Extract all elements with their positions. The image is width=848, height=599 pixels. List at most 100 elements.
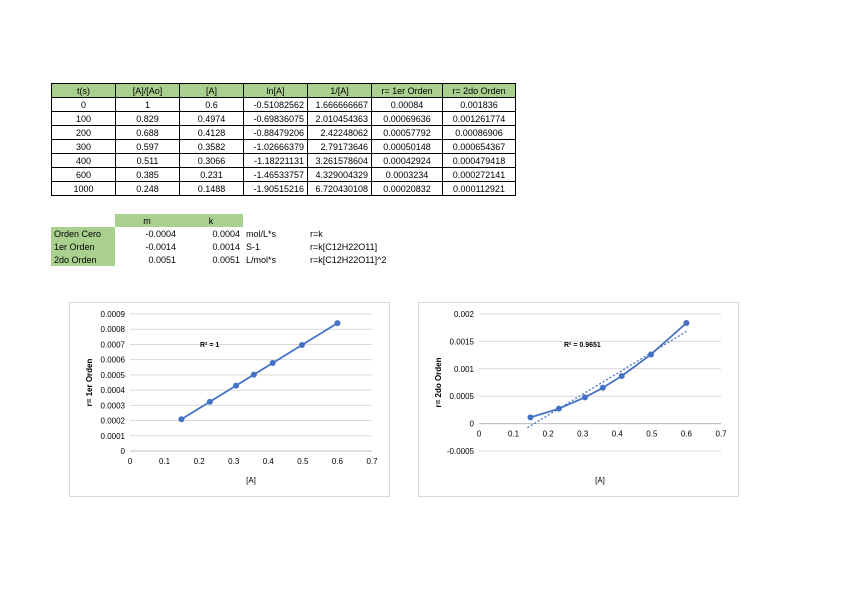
table-cell[interactable]: -0.88479206 [243,125,308,140]
table-cell[interactable]: 0.511 [115,153,180,168]
k-table-row: Orden Cero -0.0004 0.0004 mol/L*s r=k [51,227,393,240]
k-table-label-cell[interactable]: Orden Cero [51,227,115,240]
k-table-law-cell[interactable]: r=k[C12H22O11] [310,241,378,252]
first-order-chart-svg: 0 0.0001 0.0002 0.0003 0.0004 0.0005 0.0006 0.0… [85,310,378,485]
table-cell[interactable]: 2.010454363 [307,111,372,126]
table-cell[interactable]: 0.688 [115,125,180,140]
table-cell[interactable]: 6.720430108 [307,181,372,196]
x-tick-label: 0 [128,457,133,466]
data-point [298,341,305,348]
y-tick-label: -0.0005 [447,447,475,456]
table-cell[interactable]: 0.001836 [442,97,516,112]
table-cell[interactable]: 0.000479418 [442,153,516,168]
table-cell[interactable]: 0.3582 [179,139,244,154]
table-cell[interactable]: 2.42248062 [307,125,372,140]
table-row: 200 0.688 0.4128 -0.88479206 2.42248062 0.000… [51,125,516,140]
table-cell[interactable]: 0.000272141 [442,167,516,182]
table-cell[interactable]: 0.001261774 [442,111,516,126]
table-cell[interactable]: 0.00069636 [371,111,443,126]
table-cell[interactable]: 0.6 [179,97,244,112]
table-cell[interactable]: 0.1488 [179,181,244,196]
y-tick-label: 0.0009 [101,310,126,319]
table-cell[interactable]: 0.0003234 [371,167,443,182]
table-cell[interactable]: -1.90515216 [243,181,308,196]
table-cell[interactable]: 0.00042924 [371,153,443,168]
k-table-m-cell[interactable]: -0.0014 [145,241,176,252]
k-table-unit-cell[interactable]: L/mol*s [246,254,277,265]
table-cell[interactable]: 0.00084 [371,97,443,112]
k-table-m-cell[interactable]: -0.0004 [145,228,176,239]
header-r-second[interactable]: r= 2do Orden [442,83,516,98]
table-cell[interactable]: 600 [51,167,116,182]
header-m[interactable]: m [115,214,179,227]
k-table-unit-cell[interactable]: S-1 [246,241,261,252]
k-table-m-cell[interactable]: 0.0051 [148,254,176,265]
table-cell[interactable]: -0.51082562 [243,97,308,112]
k-table-k-cell[interactable]: 0.0004 [212,228,240,239]
data-point [581,394,588,401]
data-point [618,372,625,379]
table-cell[interactable]: 400 [51,153,116,168]
header-r-first[interactable]: r= 1er Orden [371,83,443,98]
table-cell[interactable]: -1.02666379 [243,139,308,154]
x-tick-label: 0.1 [159,457,171,466]
table-cell[interactable]: -1.46533757 [243,167,308,182]
table-cell[interactable]: 0.597 [115,139,180,154]
kinetics-data-table: t(s) [A]/[Ao] [A] ln[A] 1/[A] r= 1er Ord… [51,83,516,196]
data-point [206,398,213,405]
table-cell[interactable]: 1 [115,97,180,112]
table-cell[interactable]: 0.3066 [179,153,244,168]
table-cell[interactable]: 0.829 [115,111,180,126]
table-cell[interactable]: 0.00050148 [371,139,443,154]
table-cell[interactable]: 0.231 [179,167,244,182]
y-tick-label: 0.0001 [101,432,126,441]
x-tick-label: 0.7 [715,430,727,439]
y-tick-label: 0.0007 [101,340,126,349]
k-table-label-cell[interactable]: 2do Orden [51,253,115,266]
table-cell[interactable]: 1000 [51,181,116,196]
k-table-law-cell[interactable]: r=k [310,228,323,239]
k-table-law-cell[interactable]: r=k[C12H22O11]^2 [310,254,387,265]
table-cell[interactable]: 2.79173646 [307,139,372,154]
table-cell[interactable]: 0.00057792 [371,125,443,140]
table-cell[interactable]: 0 [51,97,116,112]
table-cell[interactable]: 0.000654367 [442,139,516,154]
data-point [232,382,239,389]
k-table-k-cell[interactable]: 0.0051 [212,254,240,265]
table-cell[interactable]: 4.329004329 [307,167,372,182]
k-table-label-cell[interactable]: 1er Orden [51,240,115,253]
header-k[interactable]: k [179,214,243,227]
header-t[interactable]: t(s) [51,83,116,98]
header-ln-a[interactable]: ln[A] [243,83,308,98]
header-inv-a[interactable]: 1/[A] [307,83,372,98]
table-cell[interactable]: 0.385 [115,167,180,182]
table-cell[interactable]: -0.69836075 [243,111,308,126]
x-tick-label: 0 [477,430,482,439]
table-cell[interactable]: 1.666666667 [307,97,372,112]
k-table-header-row: m k [51,214,393,227]
table-cell[interactable]: 0.4128 [179,125,244,140]
y-tick-label: 0.0004 [101,386,126,395]
table-cell[interactable]: 0.00086906 [442,125,516,140]
k-table-blank-cell [243,214,307,227]
table-cell[interactable]: 0.00020832 [371,181,443,196]
first-order-chart[interactable]: 0 0.0001 0.0002 0.0003 0.0004 0.0005 0.0006 0.0… [69,302,390,497]
table-cell[interactable]: -1.18221131 [243,153,308,168]
table-cell[interactable]: 200 [51,125,116,140]
k-table-k-cell[interactable]: 0.0014 [212,241,240,252]
k-table-unit-cell[interactable]: mol/L*s [246,228,277,239]
trendline [527,330,687,429]
table-cell[interactable]: 0.000112921 [442,181,516,196]
x-tick-label: 0.3 [228,457,240,466]
header-a[interactable]: [A] [179,83,244,98]
table-cell[interactable]: 3.261578604 [307,153,372,168]
second-order-chart[interactable]: -0.0005 0 0.0005 0.001 0.0015 0.002 0 0.1 0.2 0.3… [418,302,739,497]
table-cell[interactable]: 0.248 [115,181,180,196]
table-cell[interactable]: 100 [51,111,116,126]
table-cell[interactable]: 0.4974 [179,111,244,126]
y-tick-label: 0.001 [454,365,475,374]
table-cell[interactable]: 300 [51,139,116,154]
header-a-ratio[interactable]: [A]/[Ao] [115,83,180,98]
x-tick-label: 0.6 [681,430,693,439]
